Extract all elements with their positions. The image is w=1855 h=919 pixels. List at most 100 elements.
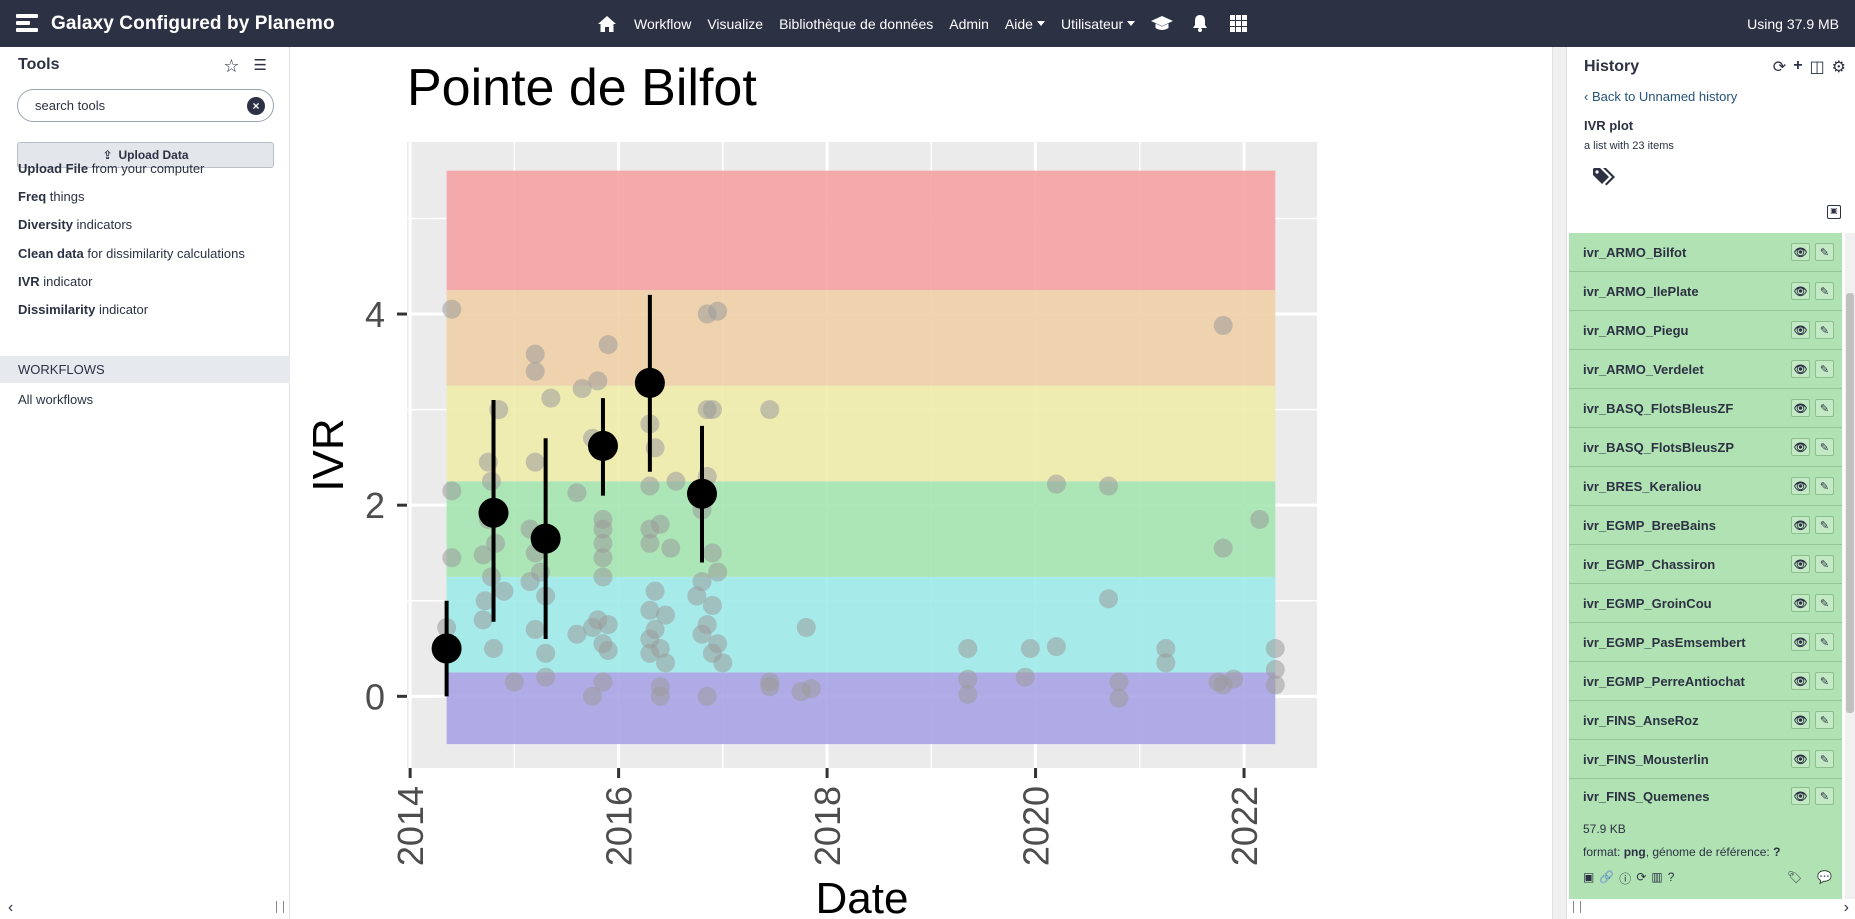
eye-icon[interactable]: 👁 [1791,321,1810,339]
dataset-item[interactable]: ivr_BRES_Keraliou 👁 ✎ [1569,467,1842,506]
data-point [1046,637,1066,657]
resize-handle-left[interactable] [276,901,284,913]
list-view-icon[interactable]: ☰ [253,57,267,74]
eye-icon[interactable]: 👁 [1791,750,1810,768]
history-scrollbar[interactable] [1845,233,1855,899]
data-point [473,545,493,565]
dataset-item[interactable]: ivr_BASQ_FlotsBleusZP 👁 ✎ [1569,428,1842,467]
dataset-item[interactable]: ivr_ARMO_Verdelet 👁 ✎ [1569,350,1842,389]
back-to-history-link[interactable]: ‹ Back to Unnamed history [1584,89,1738,104]
eye-icon[interactable]: 👁 [1791,633,1810,651]
tool-desc: indicators [76,217,133,232]
dataset-item[interactable]: ivr_FINS_AnseRoz 👁 ✎ [1569,701,1842,740]
data-point [481,567,501,587]
star-icon[interactable]: ☆ [223,56,240,76]
help-icon[interactable]: ? [1667,870,1675,884]
nav-visualize[interactable]: Visualize [707,15,764,32]
dataset-item[interactable]: ivr_EGMP_BreeBains 👁 ✎ [1569,506,1842,545]
tags-icon[interactable] [1593,167,1619,193]
eye-icon[interactable]: 👁 [1791,711,1810,729]
eye-icon[interactable]: 👁 [1791,282,1810,300]
home-icon[interactable] [588,0,626,47]
pencil-icon[interactable]: ✎ [1815,399,1834,417]
pencil-icon[interactable]: ✎ [1815,711,1834,729]
eye-icon[interactable]: 👁 [1791,399,1810,417]
tool-dissimilarity[interactable]: Dissimilarity indicator [18,302,148,317]
dataset-expanded-actions: ▣ 🔗 ⓘ ⟳ ▥? 🏷 💬 [1583,870,1842,887]
pencil-icon[interactable]: ✎ [1815,243,1834,261]
tool-search-input[interactable]: search tools × [17,89,274,122]
refresh-icon[interactable]: ⟳ [1772,59,1787,76]
comment-icon[interactable]: 💬 [1817,870,1832,884]
pencil-icon[interactable]: ✎ [1815,516,1834,534]
plus-icon[interactable]: + [1793,57,1803,74]
eye-icon[interactable]: 👁 [1791,438,1810,456]
quota-meter[interactable]: Using 37.9 MB [1747,15,1839,32]
dataset-item[interactable]: ivr_EGMP_PasEmsembert 👁 ✎ [1569,623,1842,662]
pencil-icon[interactable]: ✎ [1815,321,1834,339]
pencil-icon[interactable]: ✎ [1815,594,1834,612]
info-icon[interactable]: ⓘ [1619,872,1632,886]
link-icon[interactable]: 🔗 [1599,870,1615,884]
tool-upload-file[interactable]: Upload File from your computer [18,161,204,176]
collapse-left-icon[interactable]: ‹ [8,899,14,916]
clear-search-icon[interactable]: × [247,97,265,115]
eye-icon[interactable]: 👁 [1791,787,1810,805]
eye-icon[interactable]: 👁 [1791,672,1810,690]
pencil-icon[interactable]: ✎ [1815,282,1834,300]
dataset-item[interactable]: ivr_FINS_Mousterlin 👁 ✎ [1569,740,1842,779]
dataset-item[interactable]: ivr_BASQ_FlotsBleusZF 👁 ✎ [1569,389,1842,428]
dataset-item[interactable]: ivr_EGMP_GroinCou 👁 ✎ [1569,584,1842,623]
dataset-item[interactable]: ivr_ARMO_IlePlate 👁 ✎ [1569,272,1842,311]
save-icon[interactable]: ▣ [1827,205,1841,219]
gear-icon[interactable]: ⚙ [1831,59,1846,76]
eye-icon[interactable]: 👁 [1791,594,1810,612]
tool-diversity[interactable]: Diversity indicators [18,217,132,232]
nav-admin[interactable]: Admin [949,15,989,32]
save-icon[interactable]: ▣ [1583,870,1595,884]
pencil-icon[interactable]: ✎ [1815,750,1834,768]
nav-help[interactable]: Aide [997,0,1053,47]
pencil-icon[interactable]: ✎ [1815,438,1834,456]
rerun-icon[interactable]: ⟳ [1636,870,1647,884]
tags-icon[interactable]: 🏷 [1786,870,1803,884]
eye-icon[interactable]: 👁 [1791,555,1810,573]
tool-clean-data[interactable]: Clean data for dissimilarity calculation… [18,246,245,261]
pencil-icon[interactable]: ✎ [1815,360,1834,378]
pencil-icon[interactable]: ✎ [1815,555,1834,573]
columns-icon[interactable]: ◫ [1809,59,1825,76]
tool-freq[interactable]: Freq things [18,189,85,204]
pencil-icon[interactable]: ✎ [1815,672,1834,690]
nav-user[interactable]: Utilisateur [1053,0,1143,47]
brand[interactable]: Galaxy Configured by Planemo [0,0,335,47]
dataset-item[interactable]: ivr_ARMO_Bilfot 👁 ✎ [1569,233,1842,272]
eye-icon[interactable]: 👁 [1791,243,1810,261]
resize-handle-right[interactable] [1573,901,1581,913]
eye-icon[interactable]: 👁 [1791,360,1810,378]
data-point [1250,510,1270,530]
data-point [572,379,592,399]
pencil-icon[interactable]: ✎ [1815,477,1834,495]
pencil-icon[interactable]: ✎ [1815,787,1834,805]
tool-ivr[interactable]: IVR indicator [18,274,92,289]
upload-data-button[interactable]: ⇪ Upload Data [17,142,274,168]
dataset-item-expanded[interactable]: ivr_FINS_Quemenes 👁 ✎ 57.9 KB format: png, g… [1569,779,1842,899]
pencil-icon[interactable]: ✎ [1815,633,1834,651]
collapse-right-icon[interactable]: › [1843,899,1849,916]
nav-data-libraries[interactable]: Bibliothèque de données [779,15,934,32]
data-point [702,543,722,563]
eye-icon[interactable]: 👁 [1791,477,1810,495]
dataset-item[interactable]: ivr_EGMP_PerreAntiochat 👁 ✎ [1569,662,1842,701]
dataset-item[interactable]: ivr_ARMO_Piegu 👁 ✎ [1569,311,1842,350]
graduation-cap-icon[interactable] [1143,0,1181,47]
history-scroll-thumb[interactable] [1846,293,1854,713]
nav-workflow[interactable]: Workflow [634,15,692,32]
bell-icon[interactable] [1181,0,1219,47]
visualize-icon[interactable]: ▥ [1651,870,1663,884]
dataset-item[interactable]: ivr_EGMP_Chassiron 👁 ✎ [1569,545,1842,584]
eye-icon[interactable]: 👁 [1791,516,1810,534]
workflows-section-header[interactable]: WORKFLOWS [0,356,290,383]
history-splitter[interactable] [1553,47,1567,919]
all-workflows-link[interactable]: All workflows [18,392,94,407]
apps-grid-icon[interactable] [1219,0,1257,47]
